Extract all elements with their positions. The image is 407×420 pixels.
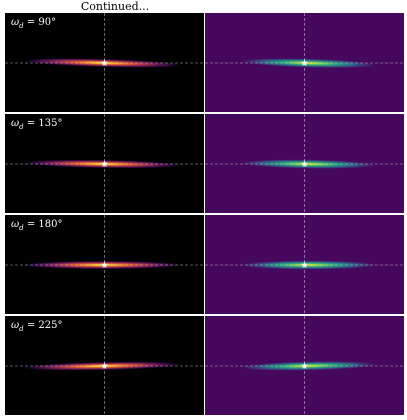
panel-image — [205, 316, 404, 415]
omega-symbol: ω — [11, 320, 20, 331]
emission-streak — [238, 58, 379, 69]
emission-streak — [238, 260, 379, 270]
panel-image — [5, 316, 204, 415]
panel-image — [205, 13, 404, 112]
star-icon — [101, 261, 108, 268]
star-icon — [101, 362, 108, 369]
intensity-panel-right — [205, 215, 404, 314]
emission-streak — [238, 361, 379, 371]
star-icon — [301, 160, 308, 167]
intensity-panel-right — [205, 316, 404, 415]
intensity-panel-left: ωd = 90° — [5, 13, 204, 112]
intensity-panel-right — [205, 114, 404, 213]
omega-symbol: ω — [11, 118, 20, 129]
omega-value: = 180° — [23, 219, 63, 230]
figure-caption: Continued... — [80, 0, 150, 13]
omega-label: ωd = 180° — [11, 219, 62, 234]
intensity-panel-left: ωd = 225° — [5, 316, 204, 415]
omega-subscript: d — [19, 22, 24, 30]
intensity-panel-left: ωd = 135° — [5, 114, 204, 213]
omega-label: ωd = 225° — [11, 320, 62, 335]
intensity-panel-right — [205, 13, 404, 112]
star-icon — [101, 59, 108, 66]
star-icon — [301, 59, 308, 66]
panel-image — [205, 215, 404, 314]
star-icon — [101, 160, 108, 167]
star-icon — [301, 261, 308, 268]
intensity-panel-left: ωd = 180° — [5, 215, 204, 314]
panel-image — [205, 114, 404, 213]
omega-label: ωd = 90° — [11, 17, 56, 32]
omega-symbol: ω — [11, 17, 20, 28]
omega-value: = 90° — [23, 17, 57, 28]
star-icon — [301, 362, 308, 369]
omega-subscript: d — [19, 325, 24, 333]
omega-subscript: d — [19, 224, 24, 232]
omega-value: = 225° — [23, 320, 63, 331]
omega-label: ωd = 135° — [11, 118, 62, 133]
emission-streak — [238, 159, 379, 169]
omega-symbol: ω — [11, 219, 20, 230]
panel-image — [5, 13, 204, 112]
panel-image — [5, 215, 204, 314]
omega-subscript: d — [19, 123, 24, 131]
omega-value: = 135° — [23, 118, 63, 129]
panel-image — [5, 114, 204, 213]
